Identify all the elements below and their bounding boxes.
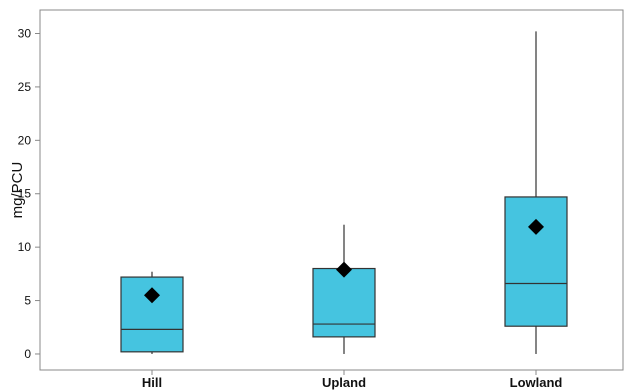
axis-layer: 0 5 10 15 20 25 30 Hill Upland Lowland — [18, 27, 563, 390]
y-tick-label: 15 — [18, 187, 32, 201]
x-category-label: Upland — [322, 375, 366, 390]
plot-frame — [39, 9, 624, 371]
box-layer — [120, 31, 568, 354]
y-tick-label: 30 — [18, 27, 32, 41]
y-tick-label: 5 — [24, 294, 31, 308]
box-group-lowland — [504, 31, 568, 354]
mean-marker — [528, 218, 544, 235]
mean-marker — [336, 261, 352, 278]
box-group-upland — [312, 224, 376, 354]
y-tick-label: 10 — [18, 240, 32, 254]
mean-marker — [144, 287, 160, 304]
y-axis-title: mg/PCU — [9, 162, 26, 219]
x-category-label: Lowland — [510, 375, 563, 390]
iqr-box — [504, 196, 568, 327]
x-category-label: Hill — [142, 375, 162, 390]
box-group-hill — [120, 271, 184, 354]
y-tick-label: 20 — [18, 133, 32, 147]
y-tick-label: 25 — [18, 80, 32, 94]
y-tick-label: 0 — [24, 347, 31, 361]
iqr-box — [312, 267, 376, 338]
